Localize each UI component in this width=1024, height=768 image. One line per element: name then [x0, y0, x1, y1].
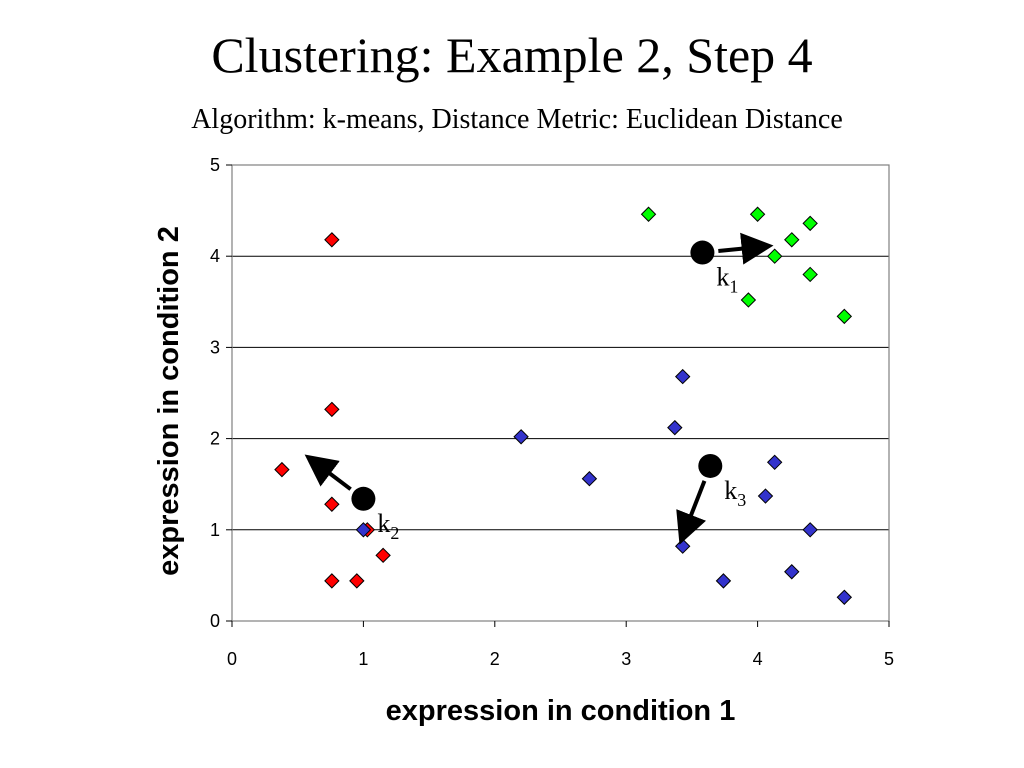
data-point — [667, 419, 683, 436]
data-point — [349, 573, 365, 589]
data-point — [757, 488, 774, 504]
axis-ticks: 0 1 2 3 4 5 0 1 2 3 4 5 — [210, 155, 894, 669]
y-tick-label: 0 — [210, 611, 220, 631]
centroid-marker — [690, 240, 715, 265]
plot-area — [231, 164, 890, 622]
data-point — [836, 589, 853, 605]
grid-lines — [232, 255, 889, 531]
x-tick-label: 3 — [621, 649, 631, 669]
centroid-marker — [698, 453, 723, 478]
x-tick-label: 2 — [490, 649, 500, 669]
data-point — [766, 454, 783, 471]
x-axis-label: expression in condition 1 — [386, 695, 736, 727]
data-point — [715, 573, 732, 589]
x-tick-label: 1 — [358, 649, 368, 669]
slide-subtitle: Algorithm: k-means, Distance Metric: Euc… — [191, 104, 843, 135]
x-tick-label: 0 — [227, 649, 237, 669]
centroid-label: k2 — [377, 509, 399, 543]
data-point — [674, 368, 691, 385]
data-point — [375, 547, 391, 564]
y-tick-label: 4 — [210, 246, 220, 266]
data-point — [355, 522, 372, 538]
centroid-arrow — [718, 232, 774, 265]
data-point — [324, 573, 340, 589]
centroid-label: k1 — [716, 263, 738, 297]
data-point — [513, 429, 529, 445]
data-point — [802, 266, 818, 283]
data-point — [274, 461, 290, 478]
data-point — [802, 215, 818, 232]
data-point — [324, 401, 340, 418]
data-point — [324, 232, 340, 248]
centroid-marker — [351, 486, 376, 511]
data-point — [766, 248, 783, 264]
data-point — [324, 496, 340, 512]
data-point — [581, 471, 598, 487]
centroids: k1 k2 k3 — [304, 232, 774, 545]
y-axis-label: expression in condition 2 — [153, 226, 185, 576]
y-tick-label: 2 — [210, 429, 220, 449]
data-point — [784, 232, 800, 248]
data-point — [836, 308, 853, 325]
centroid-label: k3 — [724, 476, 746, 510]
data-point — [802, 522, 818, 538]
y-tick-label: 1 — [210, 520, 220, 540]
y-tick-label: 3 — [210, 337, 220, 357]
x-tick-label: 5 — [884, 649, 894, 669]
data-points — [274, 206, 853, 605]
data-point — [640, 206, 657, 222]
data-point — [749, 206, 766, 222]
centroid-arrow — [676, 480, 707, 545]
x-tick-label: 4 — [753, 649, 763, 669]
slide-title: Clustering: Example 2, Step 4 — [211, 27, 813, 83]
centroid-arrow — [304, 454, 352, 491]
data-point — [784, 564, 800, 580]
data-point — [740, 292, 757, 308]
data-point — [674, 538, 691, 554]
y-tick-label: 5 — [210, 155, 220, 175]
